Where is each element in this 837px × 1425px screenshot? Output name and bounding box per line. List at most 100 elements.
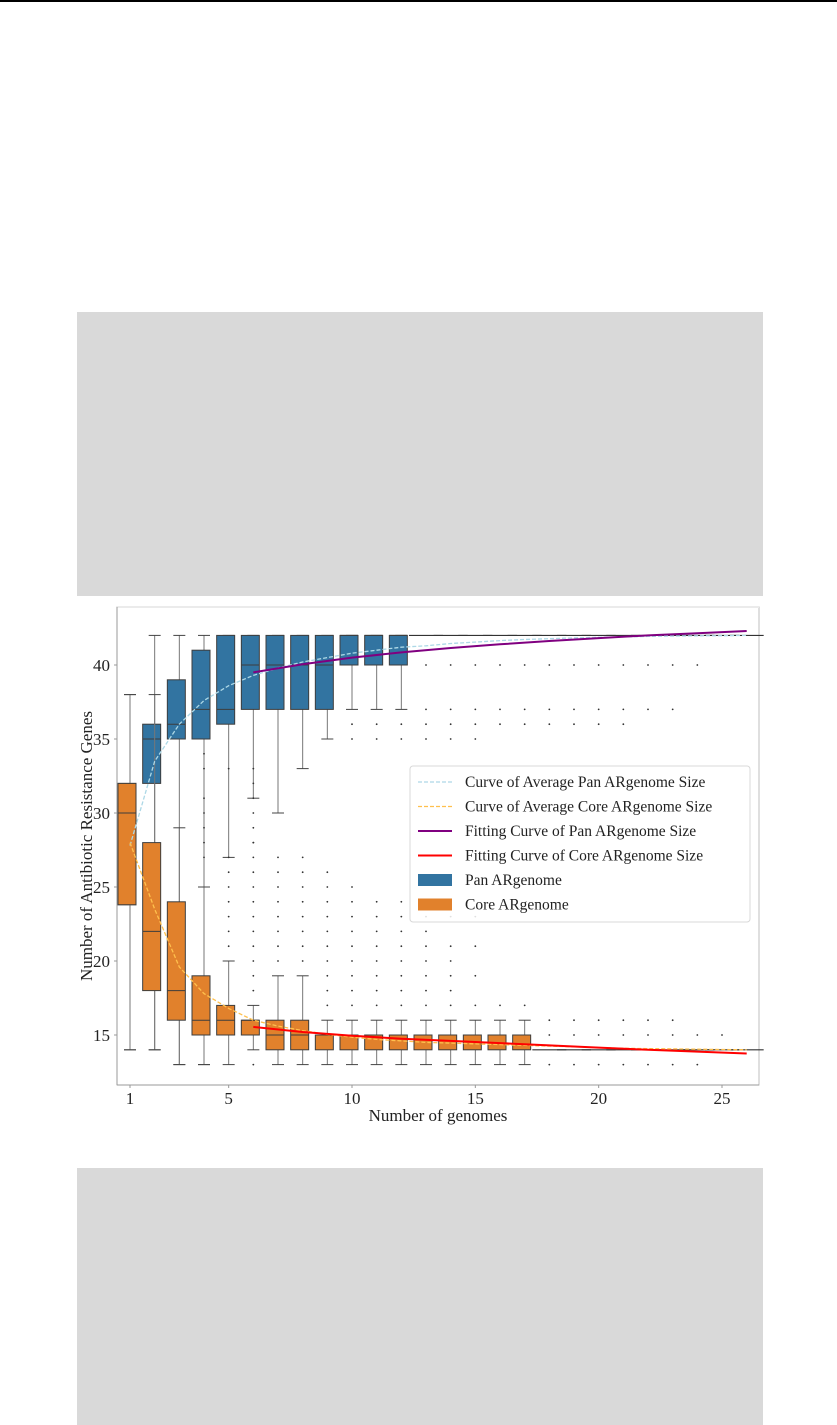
- pan-flier-point: [203, 826, 205, 829]
- core-flier-point: [277, 856, 279, 859]
- core-flier-point: [326, 930, 329, 933]
- core-box-body: [339, 1034, 359, 1051]
- fitting-curve-of-core-argenome-sizeline: [253, 1025, 747, 1055]
- core-box-5: [216, 960, 236, 1066]
- core-flier-point: [326, 974, 329, 977]
- core-flier-point: [227, 871, 230, 874]
- core-flier-point: [326, 945, 329, 948]
- core-flier-point: [301, 900, 304, 903]
- legend-label: Fitting Curve of Core ARgenome Size: [465, 848, 703, 865]
- legend-label: Core ARgenome: [465, 897, 569, 914]
- core-flier-point: [647, 1063, 649, 1066]
- y-tick-label: 40: [93, 656, 110, 675]
- core-flier-point: [721, 1034, 723, 1036]
- core-flier-point: [252, 915, 255, 918]
- core-flier-point: [351, 960, 353, 962]
- legend-swatch: [418, 898, 452, 911]
- core-flier-point: [301, 960, 304, 962]
- core-flier-point: [449, 974, 452, 977]
- core-flier-point: [252, 974, 255, 977]
- pan-flier-point: [203, 812, 205, 814]
- core-flier-point: [375, 1004, 378, 1007]
- legend-item: Pan ARgenome: [418, 872, 562, 889]
- core-flier-point: [449, 1004, 452, 1007]
- pan-flier-point: [375, 738, 378, 740]
- pan-flier-point: [203, 767, 205, 770]
- core-flier-point: [696, 1063, 699, 1066]
- core-flier-point: [301, 945, 304, 948]
- core-flier-point: [647, 1019, 649, 1022]
- core-flier-point: [573, 1063, 575, 1066]
- core-flier-point: [351, 915, 353, 918]
- core-flier-point: [252, 812, 255, 814]
- core-flier-point: [326, 1004, 329, 1007]
- pan-box-body: [142, 723, 162, 784]
- core-flier-point: [400, 900, 403, 903]
- pan-flier-point: [523, 708, 526, 711]
- core-flier-point: [400, 945, 403, 948]
- x-tick-label: 20: [590, 1089, 607, 1108]
- core-flier-point: [523, 1004, 526, 1007]
- redacted-block-upper: [77, 312, 763, 596]
- pan-flier-point: [203, 841, 205, 844]
- core-flier-point: [227, 900, 230, 903]
- fliers: [203, 664, 723, 1066]
- core-flier-point: [400, 1004, 403, 1007]
- pan-flier-point: [523, 664, 526, 666]
- core-flier-point: [597, 1034, 600, 1036]
- core-flier-point: [499, 1004, 501, 1007]
- core-flier-point: [597, 1063, 600, 1066]
- pan-flier-point: [203, 856, 205, 859]
- core-flier-point: [301, 886, 304, 888]
- pan-flier-point: [425, 738, 427, 740]
- core-flier-point: [252, 886, 255, 888]
- core-flier-point: [277, 900, 279, 903]
- core-flier-point: [449, 945, 452, 948]
- pan-box-body: [191, 649, 211, 740]
- core-flier-point: [474, 945, 477, 948]
- legend-label: Pan ARgenome: [465, 872, 562, 889]
- core-flier-point: [425, 989, 427, 992]
- core-flier-point: [351, 886, 353, 888]
- core-box-17: [512, 1019, 532, 1066]
- core-flier-point: [474, 1004, 477, 1007]
- core-flier-point: [425, 1004, 427, 1007]
- core-flier-point: [301, 856, 304, 859]
- core-flier-point: [252, 960, 255, 962]
- pan-flier-point: [523, 723, 526, 726]
- core-box-body: [191, 975, 211, 1036]
- legend-item: Core ARgenome: [418, 897, 569, 914]
- pan-flier-point: [227, 767, 230, 770]
- core-flier-point: [400, 960, 403, 962]
- pan-flier-point: [696, 664, 699, 666]
- core-flier-point: [351, 930, 353, 933]
- legend-label: Curve of Average Core ARgenome Size: [465, 799, 712, 816]
- pan-box-body: [290, 634, 310, 710]
- core-box-8: [290, 975, 310, 1066]
- core-box-6: [240, 1004, 260, 1051]
- core-flier-point: [351, 900, 353, 903]
- pan-flier-point: [573, 664, 575, 666]
- core-flier-point: [375, 945, 378, 948]
- core-box-1: [117, 694, 137, 1051]
- pan-box-5: [216, 634, 236, 858]
- core-flier-point: [326, 900, 329, 903]
- pan-flier-point: [548, 708, 551, 711]
- core-flier-point: [227, 915, 230, 918]
- core-flier-point: [252, 797, 255, 800]
- y-tick-label: 30: [93, 804, 110, 823]
- core-flier-point: [252, 930, 255, 933]
- pan-flier-point: [449, 708, 452, 711]
- core-flier-point: [400, 974, 403, 977]
- x-tick-label: 1: [126, 1089, 135, 1108]
- core-flier-point: [252, 1063, 255, 1066]
- pan-box-8: [290, 634, 310, 770]
- pan-flier-point: [351, 738, 353, 740]
- pan-flier-point: [622, 708, 625, 711]
- core-flier-point: [375, 930, 378, 933]
- pan-box-12: [388, 634, 408, 710]
- core-flier-point: [573, 1034, 575, 1036]
- x-tick-label: 10: [344, 1089, 361, 1108]
- core-flier-point: [351, 1004, 353, 1007]
- pan-flier-point: [573, 708, 575, 711]
